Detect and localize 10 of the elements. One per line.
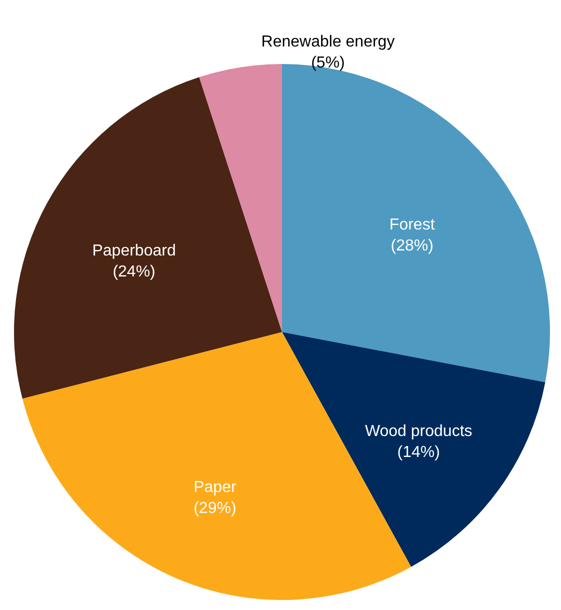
data-label: (28%) (390, 237, 434, 254)
slice-label: Renewable energy (261, 34, 395, 51)
slice-label: Paperboard (92, 242, 176, 260)
data-label: (5%) (311, 54, 345, 72)
slice-label: Wood products (364, 423, 472, 440)
data-label: (29%) (194, 500, 236, 517)
data-label: (14%) (397, 444, 440, 462)
slice-label: Paper (194, 478, 237, 496)
data-label: (24%) (112, 264, 156, 281)
slice-label: Forest (389, 216, 436, 234)
